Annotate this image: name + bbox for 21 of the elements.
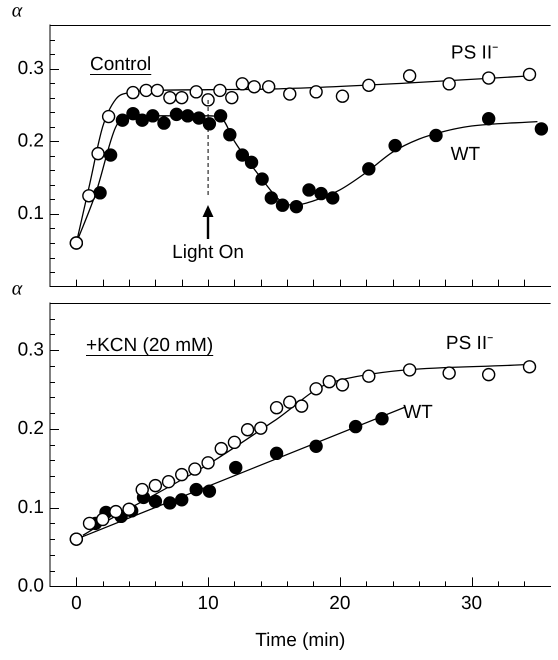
series-label: PS II⁻ — [446, 333, 494, 354]
x-tick-label: 0 — [71, 593, 82, 614]
series-label: PS II⁻ — [450, 42, 498, 64]
y-tick-label: 0.2 — [18, 418, 44, 440]
y-tick-label: 0.0 — [18, 576, 44, 597]
annotation: Control — [90, 54, 152, 75]
annotation: Light On — [172, 242, 244, 263]
x-axis-title: Time (min) — [255, 630, 346, 651]
y-tick-label: 0.3 — [18, 58, 44, 79]
series-label: WT — [450, 144, 481, 166]
x-tick-label: 10 — [198, 593, 219, 614]
x-tick-label: 30 — [460, 593, 482, 614]
y-tick-label: 0.3 — [18, 339, 44, 360]
y-tick-label: 0.2 — [18, 130, 44, 152]
y-axis-title: α — [12, 277, 23, 300]
y-tick-label: 0.1 — [18, 203, 44, 224]
series-label: WT — [403, 402, 434, 423]
annotation: +KCN (20 mM) — [86, 335, 214, 356]
y-axis-title: α — [12, 0, 23, 22]
x-tick-label: 20 — [329, 593, 350, 614]
y-tick-label: 0.1 — [18, 496, 44, 518]
